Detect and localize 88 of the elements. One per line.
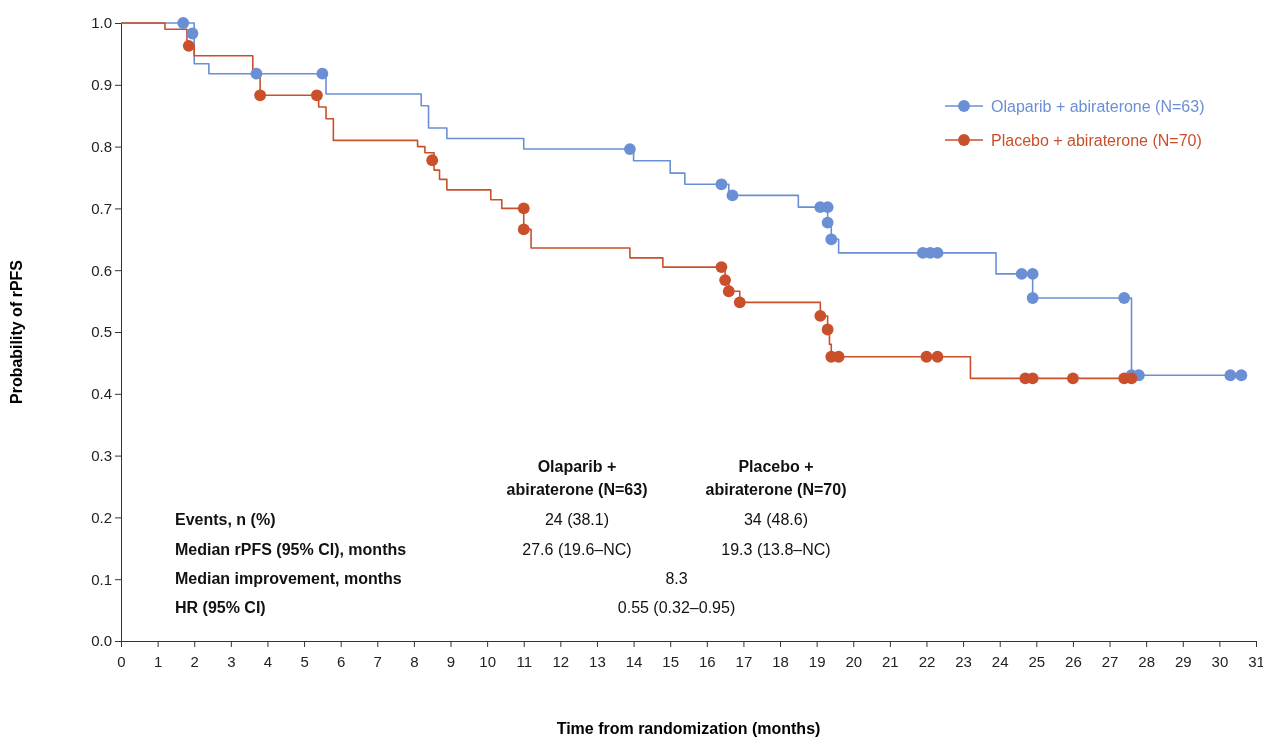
annotation: 27.6 (19.6–NC) [522,541,632,558]
x-tick-label: 29 [1174,652,1192,670]
annotation: 0.55 (0.32–0.95) [617,599,736,616]
point [624,143,636,155]
y-tick-label: 0.3 [91,446,112,464]
annotation: 19.3 (13.8–NC) [721,541,831,558]
x-tick-label: 15 [662,652,680,670]
y-tick-label: 0.2 [91,508,112,526]
x-tick-label: 14 [625,652,643,670]
x-tick-label: 12 [552,652,570,670]
y-axis-title: Probability of rPFS [8,259,25,405]
point [426,154,439,167]
annotation: Median improvement, months [175,570,402,587]
x-tick-label: 20 [845,652,863,670]
x-tick-label: 10 [479,652,496,670]
y-tick-label: 1.0 [91,14,112,32]
point [726,189,739,202]
x-tick-label: 27 [1101,652,1119,670]
annotation: 8.3 [665,570,688,587]
y-tick-label: 0.4 [91,385,112,403]
x-tick-label: 21 [882,652,899,670]
x-tick-label: 9 [446,652,456,670]
point [821,323,834,336]
x-tick-label: 23 [955,652,972,670]
y-tick-label: 0.9 [91,76,112,94]
x-tick-label: 28 [1138,652,1156,670]
point [517,223,530,236]
x-tick-label: 8 [410,652,419,670]
point [316,67,329,80]
x-tick-label: 2 [190,652,199,670]
y-tick-label: 0.8 [91,137,112,155]
y-tick-label: 0.5 [91,323,112,341]
x-tick-label: 0 [117,652,126,670]
x-tick-label: 17 [735,652,753,670]
x-tick-label: 30 [1211,652,1229,670]
point [1067,372,1079,385]
y-tick-label: 0.6 [91,261,112,279]
x-tick-label: 26 [1065,652,1082,670]
annotation: Placebo + abiraterone (N=70) [705,458,847,498]
point [1224,369,1237,382]
x-tick-label: 1 [153,652,163,670]
point [1235,369,1248,382]
x-tick-label: 7 [373,652,382,670]
point [821,216,834,229]
y-tick-label: 0.1 [91,570,112,588]
annotation: Median rPFS (95% CI), months [175,541,407,558]
x-axis-title: Time from randomization (months) [556,720,821,737]
point [722,285,735,298]
legend-label: Olaparib + abiraterone (N=63) [991,98,1205,115]
x-tick-label: 11 [516,652,533,670]
point [715,178,728,191]
point [254,89,267,102]
annotation: 24 (38.1) [544,511,610,528]
point [931,350,944,363]
point [177,17,190,29]
legend-label: Placebo + abiraterone (N=70) [991,132,1202,149]
x-tick-label: 5 [300,652,309,670]
annotation: Events, n (%) [175,511,276,528]
x-tick-label: 3 [227,652,236,670]
x-tick-label: 18 [772,652,789,670]
x-tick-label: 24 [991,652,1009,670]
point [719,274,732,286]
x-tick-label: 13 [589,652,606,670]
point [814,310,827,322]
x-tick-label: 19 [808,652,826,670]
annotation: 34 (48.6) [743,511,809,528]
point [1026,268,1039,280]
x-tick-label: 25 [1028,652,1046,670]
x-tick-label: 4 [263,652,273,670]
point [182,39,195,52]
x-tick-label: 22 [918,652,936,670]
y-tick-label: 0.0 [91,632,112,650]
point [310,89,323,102]
point [920,350,933,363]
y-tick-label: 0.7 [91,199,112,217]
x-tick-label: 6 [337,652,346,670]
annotation: HR (95% CI) [175,599,266,616]
point [1118,292,1131,304]
x-tick-label: 16 [698,652,716,670]
point [715,261,728,274]
point [1015,268,1028,280]
point [825,233,838,246]
point [517,202,530,215]
point [733,296,746,309]
annotation: Olaparib + abiraterone (N=63) [506,458,648,498]
point [186,27,199,40]
point [1026,292,1039,304]
point [250,67,263,80]
